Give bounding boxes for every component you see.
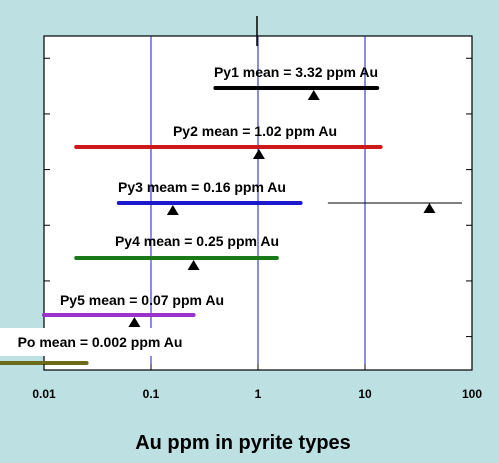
series-label: Py4 mean = 0.25 ppm Au: [115, 233, 279, 249]
mean-marker: [187, 260, 200, 270]
label-background: [0, 328, 206, 356]
mean-marker: [128, 317, 141, 327]
series-po: Po mean = 0.002 ppm Au: [0, 328, 206, 365]
x-tick-label: 1: [255, 387, 262, 401]
series-label: Po mean = 0.002 ppm Au: [18, 334, 183, 350]
x-tick-label: 100: [462, 387, 482, 401]
series-label: Py5 mean = 0.07 ppm Au: [60, 292, 224, 308]
mean-marker: [166, 205, 179, 215]
series-py4: Py4 mean = 0.25 ppm Au: [74, 233, 279, 270]
x-tick-label: 10: [358, 387, 372, 401]
mean-marker: [307, 90, 320, 100]
mean-marker: [252, 149, 265, 159]
series-label: Py1 mean = 3.32 ppm Au: [214, 64, 378, 80]
outlier-annotation: [327, 202, 462, 213]
x-axis-label: Au ppm in pyrite types: [135, 432, 351, 454]
series-label: Py3 meam = 0.16 ppm Au: [118, 179, 286, 195]
series-py3: Py3 meam = 0.16 ppm Au: [116, 179, 303, 215]
x-tick-label: 0.01: [32, 387, 56, 401]
outlier-marker: [423, 203, 436, 213]
x-tick-label: 0.1: [143, 387, 160, 401]
series-label: Py2 mean = 1.02 ppm Au: [173, 123, 337, 139]
series-py2: Py2 mean = 1.02 ppm Au: [74, 123, 383, 159]
series-py5: Py5 mean = 0.07 ppm Au: [42, 292, 224, 327]
series-py1: Py1 mean = 3.32 ppm Au: [213, 64, 380, 100]
